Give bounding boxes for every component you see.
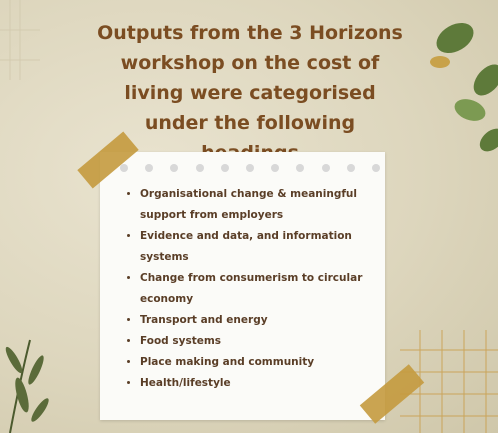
grid-corner (400, 330, 498, 433)
heading-list: Organisational change & meaningful suppo… (128, 184, 380, 394)
list-item: Transport and energy (140, 310, 380, 331)
grid-texture (0, 0, 40, 80)
title: Outputs from the 3 Horizons workshop on … (95, 18, 405, 168)
poster: Outputs from the 3 Horizons workshop on … (0, 0, 498, 433)
list-item: Organisational change & meaningful suppo… (140, 184, 380, 226)
list-item: Evidence and data, and information syste… (140, 226, 380, 268)
leaves-top-right (430, 17, 498, 156)
paper-holes (120, 164, 380, 172)
list-item: Change from consumerism to circular econ… (140, 268, 380, 310)
note-paper: Organisational change & meaningful suppo… (100, 152, 385, 420)
list-item: Food systems (140, 331, 380, 352)
leaves-bottom-left (3, 340, 51, 433)
list-item: Place making and community (140, 352, 380, 373)
list-item: Health/lifestyle (140, 373, 380, 394)
